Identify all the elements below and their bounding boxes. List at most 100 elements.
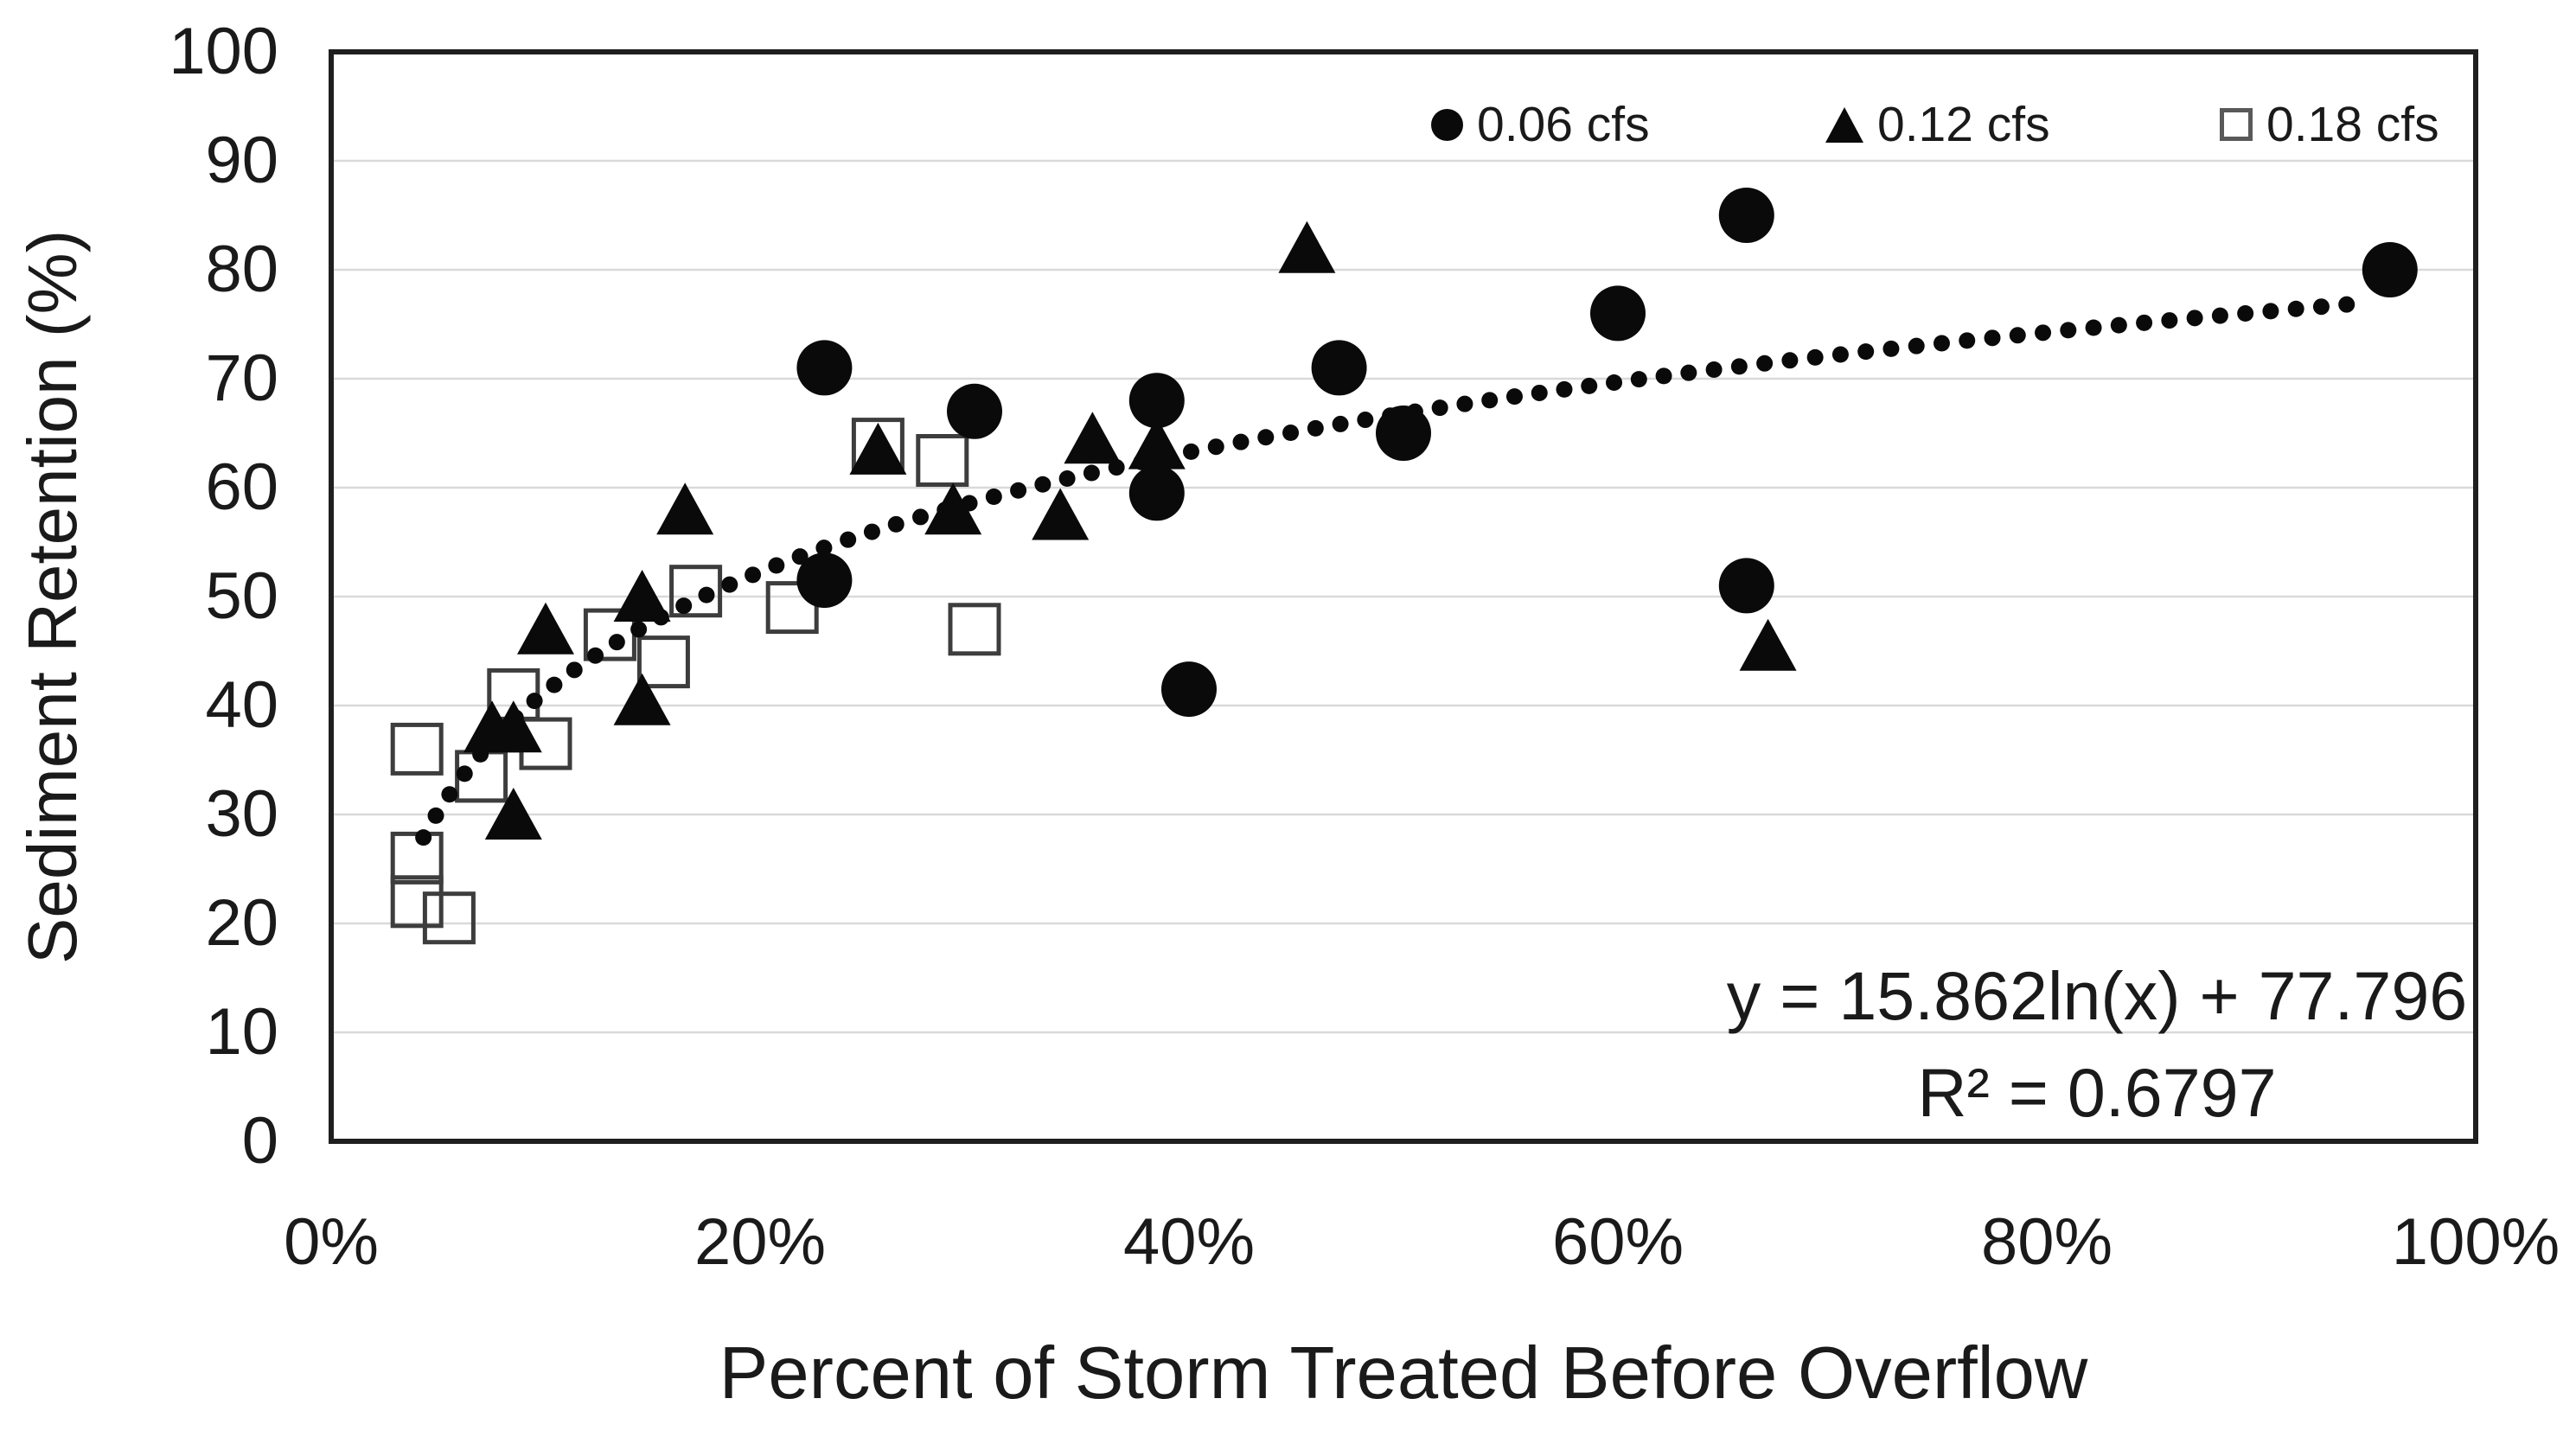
trendline-dot <box>1908 337 1925 354</box>
legend-triangle-marker-icon <box>1825 106 1863 143</box>
trendline-dot <box>768 557 785 574</box>
x-axis-title: Percent of Storm Treated Before Overflow <box>719 1332 2088 1415</box>
trendline-dot <box>985 488 1002 505</box>
trendline-equation: y = 15.862ln(x) + 77.796 <box>1726 957 2468 1034</box>
trendline-dot <box>2009 327 2026 344</box>
trendline-dot <box>587 647 604 664</box>
trendline-dot <box>1933 335 1950 352</box>
trendline-dot <box>1357 412 1374 429</box>
trendline-dot <box>2110 316 2127 334</box>
trendline-dot <box>608 634 625 651</box>
y-tick-label-60: 60 <box>205 450 278 524</box>
trendline-dot <box>1481 392 1499 409</box>
scatter-point-circle <box>1128 465 1185 521</box>
trendline-dot <box>1158 448 1175 465</box>
y-tick-label-0: 0 <box>241 1104 278 1178</box>
scatter-point-triangle <box>613 570 671 622</box>
trendline-dot <box>456 765 473 782</box>
trendline-dot <box>1730 358 1748 375</box>
trendline-dot <box>1456 395 1473 412</box>
trendline-dot <box>652 609 669 626</box>
trendline-dot <box>2136 314 2153 331</box>
scatter-point-circle <box>1718 558 1774 614</box>
trendline-dot <box>1207 438 1224 456</box>
trendline-dot <box>791 548 809 565</box>
y-tick-label-20: 20 <box>205 886 278 960</box>
trendline-dot <box>1781 352 1799 369</box>
trendline-dot <box>1182 443 1199 460</box>
scatter-point-circle <box>1311 340 1367 396</box>
trendline-dot <box>1083 464 1100 482</box>
scatter-point-triangle <box>924 482 982 535</box>
trendline-dot <box>1133 453 1150 470</box>
trendline-dot <box>863 523 880 540</box>
trendline-dot <box>961 495 978 512</box>
trendline-dot <box>1406 403 1423 420</box>
trendline-dot <box>2262 303 2279 320</box>
legend-item-012cfs: 0.12 cfs <box>1825 95 2050 154</box>
trendline-dot <box>1630 371 1647 388</box>
trendline-dot <box>2085 319 2102 336</box>
scatter-point-circle <box>796 552 853 609</box>
trendline-dot <box>1806 348 1824 366</box>
trendline-dot <box>815 540 833 557</box>
scatter-point-circle <box>947 383 1002 439</box>
y-tick-label-90: 90 <box>205 124 278 197</box>
x-tick-label-20%: 20% <box>694 1205 827 1279</box>
scatter-point-triangle <box>656 482 714 535</box>
trendline-dot <box>1505 388 1523 406</box>
gridlines <box>331 159 2476 1034</box>
trendline-dots <box>415 296 2355 846</box>
legend-circle-marker-icon <box>1431 108 1463 141</box>
scatter-point-circle <box>796 340 853 396</box>
legend-item-018cfs: 0.18 cfs <box>2220 95 2439 154</box>
y-tick-label-30: 30 <box>205 777 278 851</box>
trendline-dot <box>1831 346 1849 363</box>
trendline-dot <box>1655 367 1672 385</box>
trendline-dot <box>630 621 648 638</box>
series-filled-circle <box>796 188 2418 718</box>
trendline-dot <box>840 531 857 548</box>
y-tick-label-40: 40 <box>205 668 278 742</box>
trendline-dot <box>1857 343 1875 361</box>
y-tick-label-70: 70 <box>205 342 278 415</box>
scatter-point-circle <box>1590 285 1646 342</box>
trendline-dot <box>1034 476 1051 493</box>
trendline-dot <box>1382 407 1399 425</box>
scatter-point-circle <box>2362 242 2418 297</box>
scatter-point-square <box>916 434 969 487</box>
trendline-dot <box>698 586 715 604</box>
trendline-dot <box>1984 329 2001 347</box>
x-tick-label-80%: 80% <box>1980 1205 2113 1279</box>
scatter-point-square <box>669 565 723 618</box>
plot-frame-group <box>329 49 2478 1144</box>
trendline-annotation: y = 15.862ln(x) + 77.796 R² = 0.6797 <box>1647 948 2547 1141</box>
scatter-point-triangle <box>517 602 574 655</box>
legend-label-006cfs: 0.06 cfs <box>1477 97 1650 152</box>
trendline-dot <box>441 786 458 803</box>
trendline-dot <box>1058 470 1076 488</box>
y-tick-label-50: 50 <box>205 559 278 633</box>
legend-item-006cfs: 0.06 cfs <box>1431 95 1650 154</box>
trendline-dot <box>415 829 432 846</box>
trendline-dot <box>2060 322 2077 339</box>
trendline-dot <box>1606 374 1623 391</box>
trendline-dot <box>1010 482 1027 499</box>
trendline-dot <box>1556 380 1573 398</box>
scatter-point-square <box>422 891 476 945</box>
trendline-dot <box>1332 415 1349 432</box>
trendline-dot <box>427 807 444 824</box>
trendline-dot <box>1756 354 1774 372</box>
x-tick-label-60%: 60% <box>1551 1205 1684 1279</box>
plot-frame <box>329 49 2478 1144</box>
scatter-point-triangle <box>1064 412 1122 464</box>
trendline-dot <box>721 576 738 593</box>
legend-label-018cfs: 0.18 cfs <box>2266 97 2439 152</box>
trendline-dot <box>2237 304 2254 322</box>
x-tick-label-100%: 100% <box>2391 1205 2560 1279</box>
scatter-point-circle <box>1161 661 1217 718</box>
legend-square-marker-icon <box>2220 108 2253 141</box>
trendline-dot <box>507 709 524 726</box>
scatter-point-square <box>390 875 444 929</box>
